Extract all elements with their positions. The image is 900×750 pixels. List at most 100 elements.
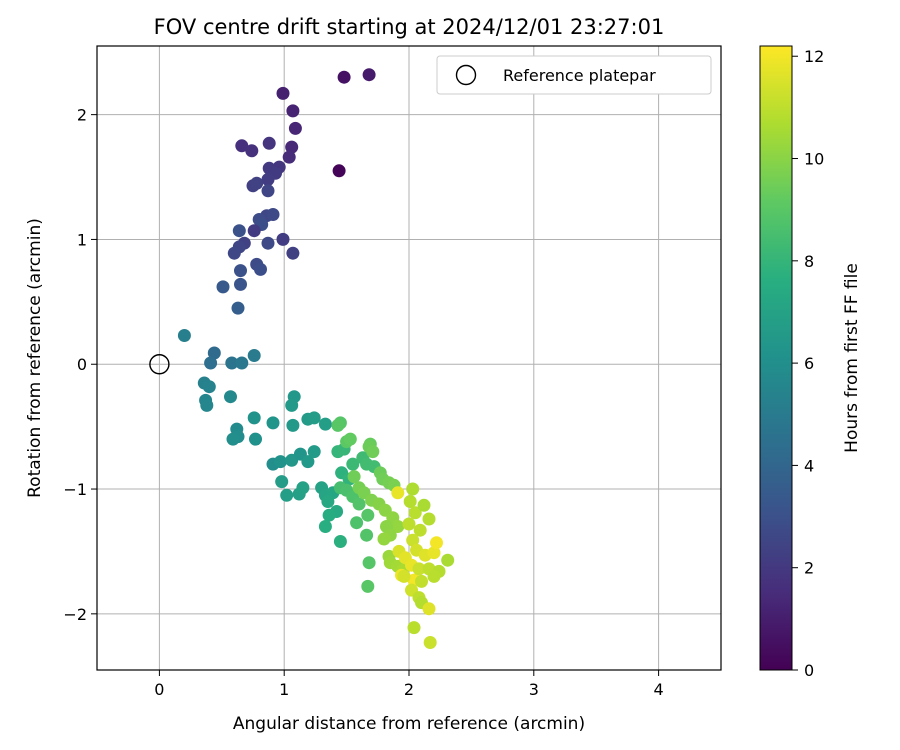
data-point — [235, 139, 249, 153]
colorbar: 0 2 4 6 8 10 12 Hours from first FF file — [759, 45, 862, 680]
data-point — [234, 277, 247, 291]
data-point — [407, 621, 421, 635]
data-point — [296, 481, 310, 495]
data-point — [235, 356, 249, 370]
data-point — [343, 432, 357, 446]
data-point — [285, 398, 299, 412]
data-point — [352, 497, 366, 511]
data-point — [274, 455, 287, 469]
legend-label-reference: Reference platepar — [503, 66, 656, 85]
data-point — [266, 416, 280, 430]
data-point — [254, 262, 267, 276]
data-point — [441, 553, 455, 567]
data-point — [391, 486, 405, 500]
data-point — [207, 346, 221, 360]
data-point — [307, 411, 321, 425]
data-point — [337, 70, 351, 84]
data-point — [346, 457, 360, 471]
data-point — [321, 495, 335, 508]
data-point — [261, 236, 275, 250]
data-point — [347, 470, 361, 484]
colorbar-tick-label: 0 — [804, 661, 814, 680]
x-tick-label: 1 — [279, 680, 289, 699]
grid — [97, 46, 721, 670]
x-axis-label: Angular distance from reference (arcmin) — [233, 714, 585, 734]
data-point — [417, 498, 431, 512]
data-point — [226, 432, 240, 446]
data-point — [412, 562, 426, 576]
x-tick-label: 2 — [404, 680, 414, 699]
data-point — [276, 86, 290, 100]
data-point — [362, 556, 376, 570]
data-point — [231, 301, 245, 315]
data-point — [423, 636, 437, 649]
data-point — [318, 417, 332, 431]
data-point — [288, 121, 302, 135]
data-point — [280, 488, 294, 502]
legend: Reference platepar — [436, 55, 712, 95]
data-point — [402, 517, 416, 531]
data-point — [234, 264, 247, 278]
data-point — [286, 104, 300, 118]
data-point — [245, 144, 259, 158]
data-point — [413, 523, 427, 537]
legend-box — [436, 55, 712, 95]
data-point — [366, 445, 380, 459]
data-point — [286, 418, 300, 432]
data-point — [266, 208, 280, 221]
data-point — [216, 280, 230, 294]
data-point — [232, 224, 246, 238]
colorbar-tick-label: 12 — [804, 47, 824, 66]
data-point — [408, 506, 422, 520]
colorbar-tick-label: 2 — [804, 559, 814, 578]
data-point — [430, 536, 443, 550]
chart-title: FOV centre drift starting at 2024/12/01 … — [154, 15, 665, 39]
data-point — [362, 68, 376, 82]
x-ticks: 0 1 2 3 4 — [154, 670, 664, 699]
colorbar-tick-label: 6 — [804, 354, 814, 373]
x-tick-label: 3 — [529, 680, 539, 699]
data-point — [247, 411, 261, 425]
data-point — [227, 246, 241, 260]
y-tick-label: 2 — [77, 106, 87, 125]
data-point — [276, 232, 290, 246]
colorbar-tick-label: 4 — [804, 456, 814, 475]
legend-marker-reference — [455, 64, 477, 86]
data-point — [427, 569, 441, 583]
data-point — [247, 349, 261, 362]
x-tick-label: 0 — [154, 680, 164, 699]
data-point — [301, 455, 315, 469]
y-axis-label: Rotation from reference (arcmin) — [25, 218, 45, 498]
data-point — [286, 246, 300, 260]
data-point — [377, 532, 391, 546]
y-tick-label: −1 — [63, 480, 87, 499]
data-point — [307, 445, 321, 459]
data-point — [360, 528, 374, 542]
data-point — [177, 329, 191, 342]
data-point — [202, 380, 216, 394]
data-point — [361, 508, 375, 522]
y-ticks: −2 −1 0 1 2 — [63, 106, 97, 624]
data-point — [249, 432, 262, 446]
data-point — [275, 475, 289, 489]
x-tick-label: 4 — [654, 680, 664, 699]
y-tick-label: 1 — [77, 230, 87, 249]
data-point — [318, 520, 332, 533]
colorbar-label: Hours from first FF file — [842, 263, 862, 453]
data-point — [261, 173, 275, 186]
colorbar-tick-label: 8 — [804, 252, 814, 271]
data-point — [397, 569, 411, 583]
data-point — [406, 482, 420, 496]
colorbar-ticks: 0 2 4 6 8 10 12 — [792, 47, 824, 680]
data-point — [391, 520, 405, 533]
data-point — [332, 164, 346, 178]
data-point — [322, 508, 336, 522]
colorbar-gradient — [759, 45, 793, 671]
data-point — [422, 512, 436, 526]
data-point — [200, 398, 214, 412]
data-point — [224, 390, 237, 404]
colorbar-tick-label: 10 — [804, 150, 824, 169]
data-point — [261, 184, 275, 198]
data-point — [285, 140, 299, 154]
